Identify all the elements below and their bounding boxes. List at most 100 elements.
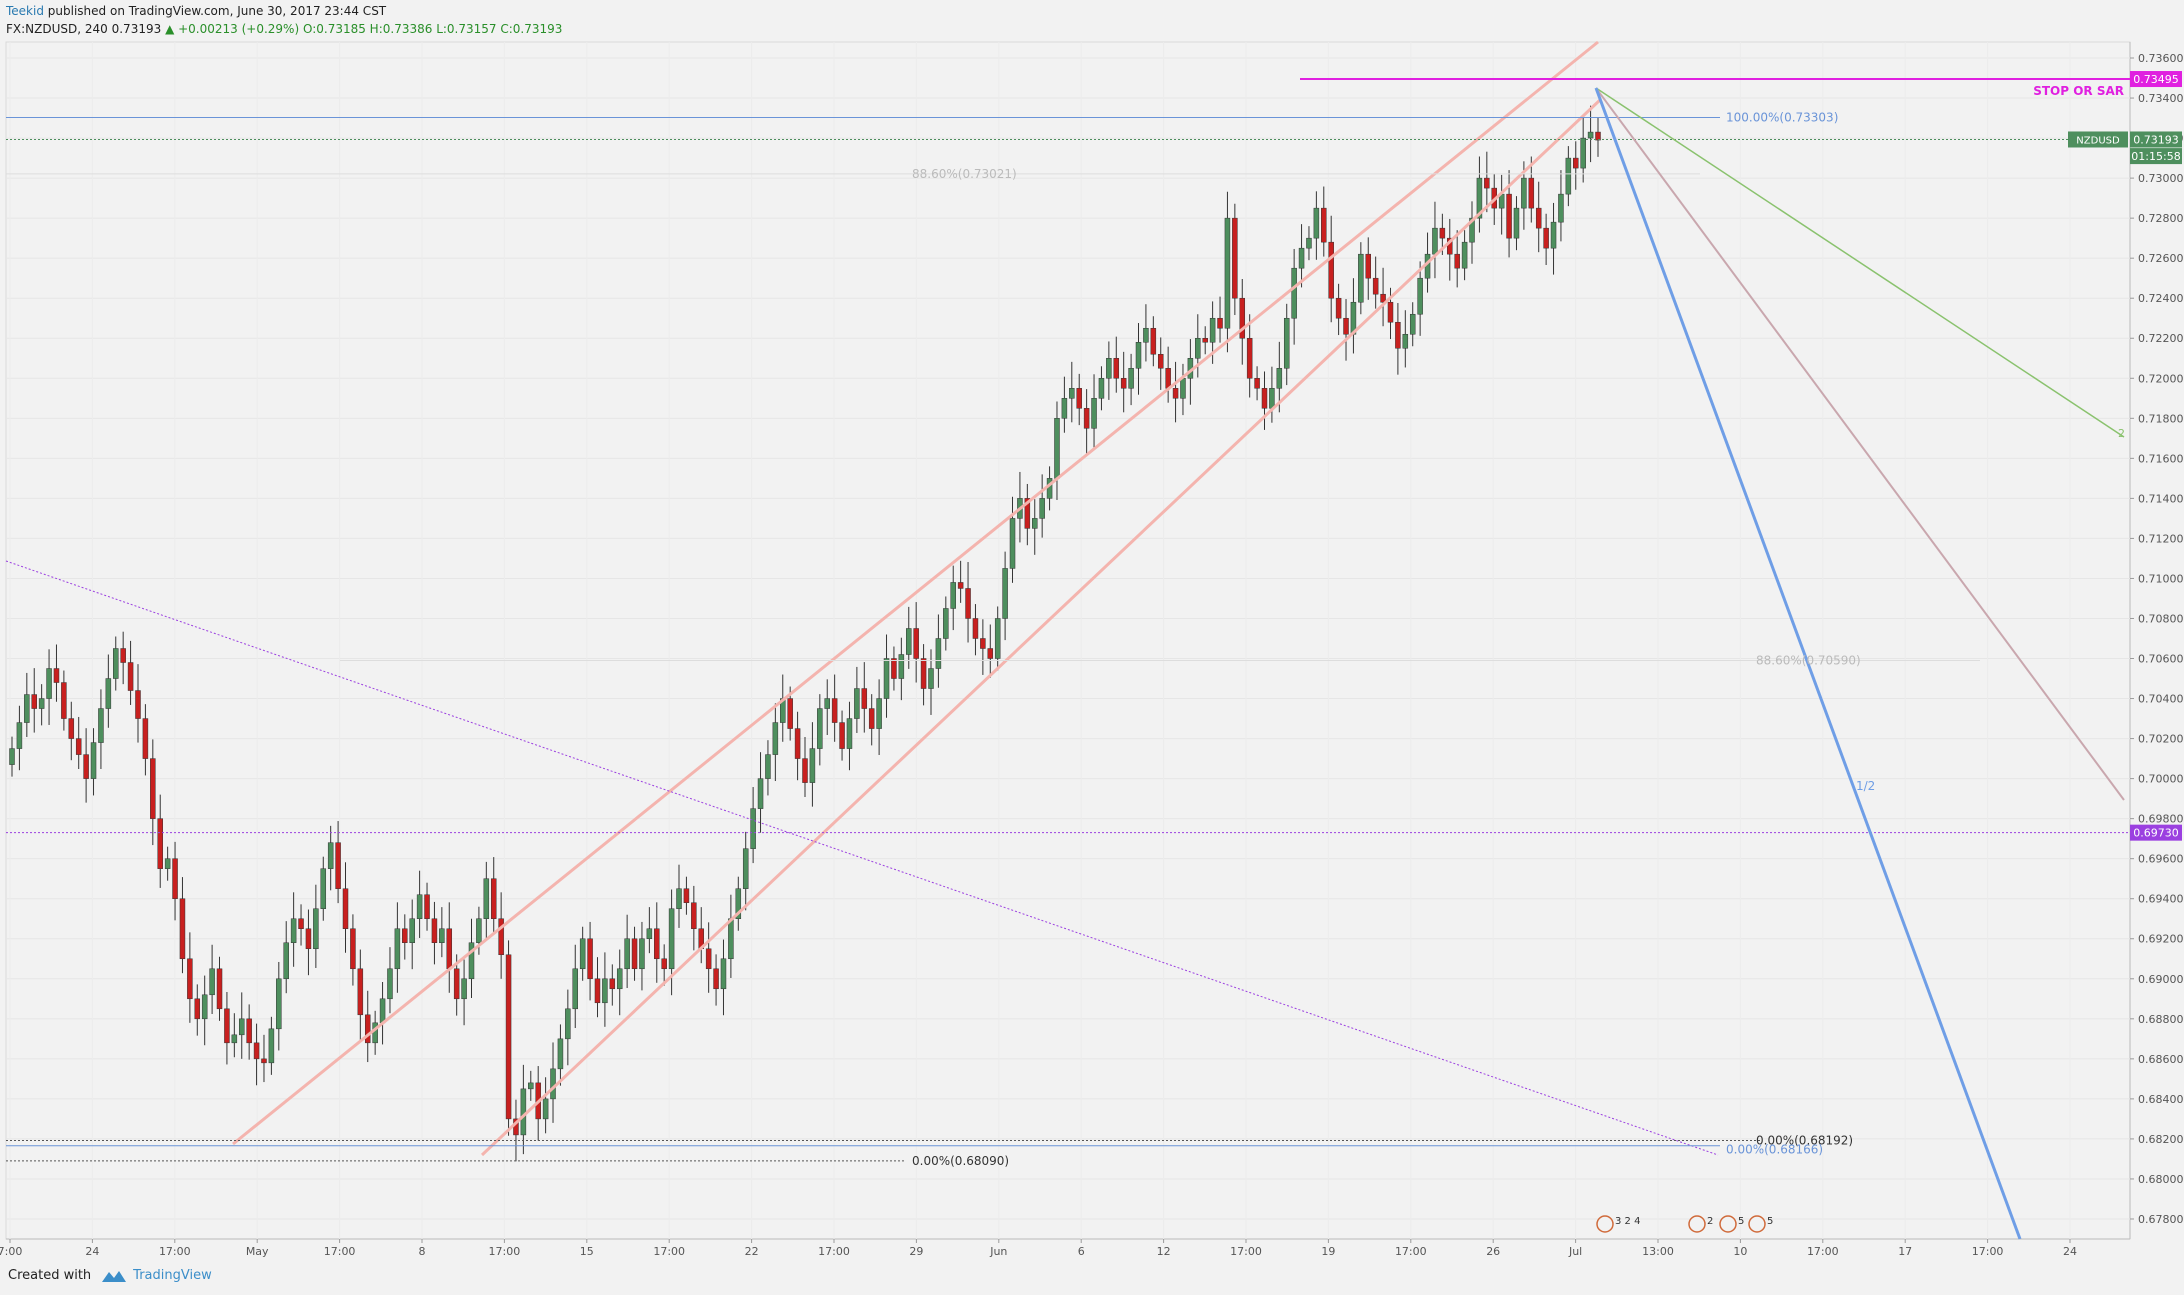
ohlc-values: O:0.73185 H:0.73386 L:0.73157 C:0.73193 bbox=[302, 22, 563, 36]
candle-up bbox=[772, 722, 779, 755]
candle-down bbox=[891, 658, 897, 679]
candle-up bbox=[1291, 267, 1297, 319]
time-tick-label: 22 bbox=[745, 1245, 759, 1258]
candle-up bbox=[1135, 342, 1142, 369]
candle-down bbox=[305, 928, 312, 950]
candle-up bbox=[238, 1018, 245, 1036]
candle-down bbox=[609, 978, 616, 990]
candle-up bbox=[735, 888, 742, 919]
price-tick-label: 0.69000 bbox=[2138, 973, 2184, 986]
candle-up bbox=[320, 868, 327, 909]
candle-up bbox=[1106, 358, 1112, 379]
price-badge-label: 01:15:58 bbox=[2131, 150, 2180, 163]
candle-up bbox=[416, 894, 423, 919]
candle-up bbox=[1180, 378, 1186, 399]
candle-up bbox=[550, 1068, 556, 1100]
time-axis: 7:00 24 17:00 May 17:00 8 17:00 15 17:00 22 17:00 2… bbox=[0, 1239, 2077, 1258]
fib-0-label-c: 0.00%(0.68090) bbox=[912, 1154, 1009, 1168]
time-tick-label: 24 bbox=[85, 1245, 99, 1258]
candle-up bbox=[668, 908, 675, 970]
price-tick-label: 0.69400 bbox=[2138, 893, 2184, 906]
candle-down bbox=[1439, 227, 1446, 239]
time-tick-label: May bbox=[246, 1245, 269, 1258]
symbol-badge bbox=[2068, 131, 2128, 148]
candle-up bbox=[1269, 388, 1275, 409]
candle-down bbox=[1254, 378, 1260, 389]
candle-up bbox=[409, 918, 415, 944]
candle-down bbox=[1454, 253, 1460, 269]
candle-down bbox=[1595, 131, 1601, 141]
candle-down bbox=[861, 688, 868, 709]
time-tick-label: 17 bbox=[1898, 1245, 1912, 1258]
candle-down bbox=[187, 958, 193, 1000]
time-tick-label: 26 bbox=[1486, 1245, 1500, 1258]
candle-down bbox=[120, 648, 126, 663]
candle-up bbox=[928, 668, 934, 689]
price-tick-label: 0.72800 bbox=[2138, 212, 2184, 225]
candle-up bbox=[728, 918, 734, 960]
candle-up bbox=[283, 942, 289, 980]
candle-up bbox=[646, 928, 653, 939]
candle-up bbox=[542, 1098, 549, 1120]
candle-down bbox=[1573, 157, 1579, 169]
candle-down bbox=[453, 968, 460, 1000]
price-badge-label: 0.69730 bbox=[2133, 827, 2179, 840]
fib-886-top-label: 88.60%(0.73021) bbox=[912, 167, 1017, 181]
candle-down bbox=[83, 754, 89, 779]
candle-up bbox=[817, 708, 823, 749]
price-tick-label: 0.70600 bbox=[2138, 653, 2184, 666]
candle-up bbox=[1046, 478, 1053, 499]
price-tick-label: 0.68000 bbox=[2138, 1173, 2184, 1186]
candle-up bbox=[1002, 568, 1008, 619]
price-tick-label: 0.71400 bbox=[2138, 492, 2184, 505]
price-tick-label: 0.73600 bbox=[2138, 52, 2184, 65]
channel-lower-line bbox=[480, 98, 1602, 1157]
price-tick-label: 0.71000 bbox=[2138, 572, 2184, 585]
plot-area bbox=[5, 41, 2131, 1240]
candle-down bbox=[431, 918, 438, 944]
candle-down bbox=[253, 1042, 260, 1060]
candle-down bbox=[1246, 337, 1253, 379]
tradingview-brand[interactable]: TradingView bbox=[101, 1268, 212, 1283]
candle-up bbox=[1069, 388, 1075, 399]
candle-down bbox=[1535, 207, 1542, 229]
time-tick-label: 6 bbox=[1078, 1245, 1085, 1258]
candle-up bbox=[1409, 313, 1416, 335]
candle-up bbox=[1298, 247, 1305, 269]
candle-down bbox=[913, 628, 919, 659]
price-tick-label: 0.72400 bbox=[2138, 292, 2184, 305]
candle-up bbox=[276, 978, 282, 1030]
candle-down bbox=[1484, 177, 1490, 189]
candle-up bbox=[1054, 418, 1060, 479]
annotation-labels: STOP OR SAR 100.00%(0.73303) 88.60%(0.7302… bbox=[912, 71, 2182, 1233]
time-tick-label: 17:00 bbox=[1807, 1245, 1839, 1258]
candle-up bbox=[1313, 207, 1320, 239]
price-tick-label: 0.71600 bbox=[2138, 452, 2184, 465]
candle-up bbox=[461, 978, 467, 1000]
candle-up bbox=[624, 938, 630, 970]
candle-up bbox=[1358, 253, 1364, 303]
candle-up bbox=[854, 688, 860, 719]
candle-down bbox=[1261, 388, 1268, 409]
candle-up bbox=[394, 928, 401, 970]
author-link[interactable]: Teekid bbox=[6, 4, 44, 18]
candle-down bbox=[1395, 321, 1401, 349]
candle-up bbox=[757, 778, 764, 809]
price-tick-label: 0.72600 bbox=[2138, 252, 2184, 265]
candle-down bbox=[705, 948, 712, 970]
half-label: 1/2 bbox=[1856, 779, 1875, 793]
candle-up bbox=[439, 928, 445, 944]
price-tick-label: 0.71800 bbox=[2138, 412, 2184, 425]
candle-down bbox=[868, 708, 875, 729]
price-badge-label: 0.73495 bbox=[2133, 73, 2179, 86]
candle-down bbox=[683, 888, 690, 903]
candle-down bbox=[802, 758, 808, 783]
candle-down bbox=[224, 1008, 230, 1044]
footer: Created with TradingView bbox=[8, 1268, 212, 1283]
time-tick-label: 12 bbox=[1157, 1245, 1171, 1258]
price-axis: 0.736000.734000.732000.730000.728000.726… bbox=[2130, 52, 2184, 1226]
candle-up bbox=[1128, 368, 1134, 389]
candle-down bbox=[1165, 368, 1171, 389]
time-tick-label: Jun bbox=[989, 1245, 1007, 1258]
